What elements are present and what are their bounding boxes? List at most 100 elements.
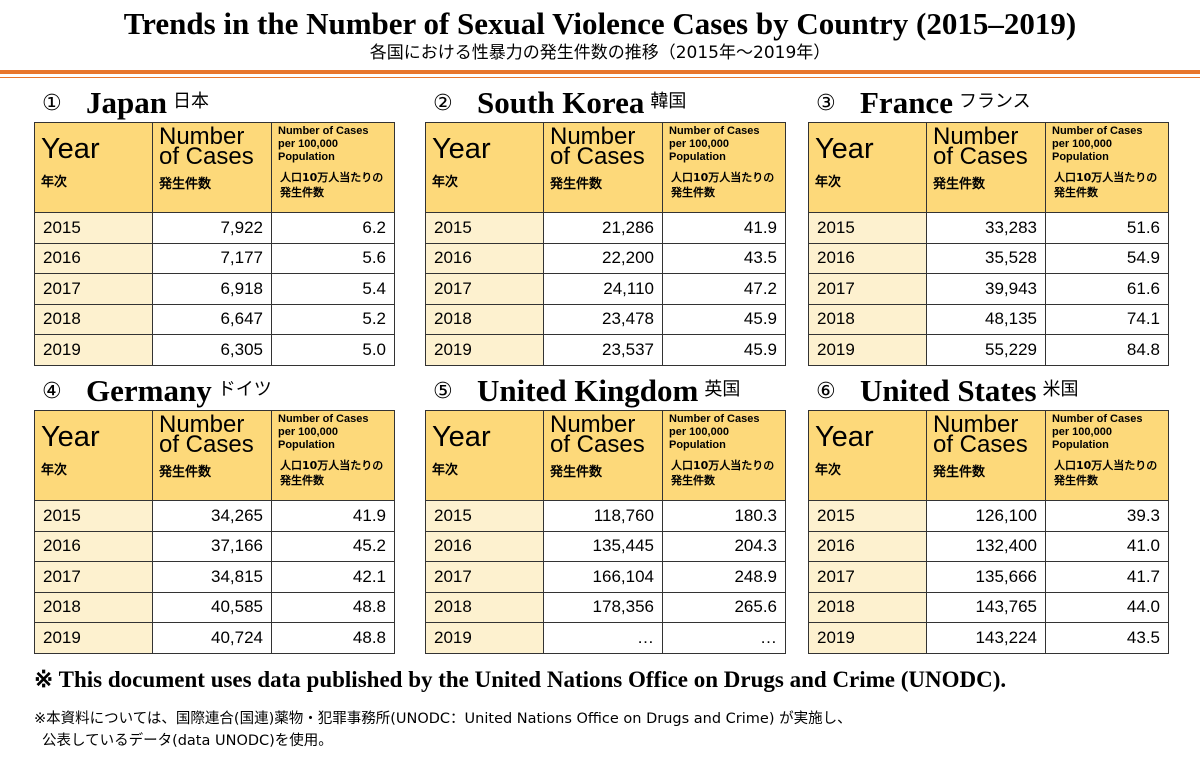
year-cell: 2017 [34,273,153,305]
table-row: 2015 118,760 180.3 [425,500,786,532]
country-table: Year 年次 Number of Cases 発生件数 Number of Cases… [34,122,395,366]
year-cell: 2018 [425,591,544,623]
year-cell: 2016 [425,242,544,274]
table-row: 2016 37,166 45.2 [34,530,395,562]
table-row: 2018 6,647 5.2 [34,303,395,335]
page-title: Trends in the Number of Sexual Violence … [123,6,1077,41]
country-heading: ② South Korea 韓国 [425,86,785,122]
year-cell: 2016 [34,530,153,562]
source-note-jp-line2: 公表しているデータ(data UNODC)を使用。 [42,733,333,749]
rate-cell: 47.2 [662,273,786,305]
year-cell: 2015 [34,212,153,244]
table-row: 2016 132,400 41.0 [808,530,1169,562]
header-year: Year 年次 [34,410,153,501]
table-row: 2019 40,724 48.8 [34,622,395,654]
rate-cell: 42.1 [271,561,395,593]
rate-cell: 48.8 [271,622,395,654]
country-table: Year 年次 Number of Cases 発生件数 Number of Cases… [425,410,786,654]
header-year: Year 年次 [34,122,153,213]
table-row: 2019…… [425,622,786,654]
rate-cell: 61.6 [1045,273,1169,305]
header-year-en: Year [432,133,491,165]
header-cases-en: Number of Cases [933,123,1028,170]
source-note-en: ※ This document uses data published by t… [34,667,1007,692]
table-row: 2015 126,100 39.3 [808,500,1169,532]
header-cases: Number of Cases 発生件数 [926,122,1046,213]
table-row: 2015 7,922 6.2 [34,212,395,244]
cases-cell: 166,104 [543,561,663,593]
country-number: ④ [42,379,62,404]
header-cases-en: Number of Cases [550,411,645,458]
cases-cell: 24,110 [543,273,663,305]
rate-cell: 44.0 [1045,591,1169,623]
country-name-jp: 英国 [704,379,741,400]
header-cases: Number of Cases 発生件数 [543,122,663,213]
year-cell: 2016 [34,242,153,274]
rate-cell: 43.5 [1045,622,1169,654]
header-year-jp: 年次 [432,175,459,190]
country-heading: ① Japan 日本 [34,85,394,122]
cases-cell: 6,647 [152,303,272,335]
country-number: ⑤ [433,379,453,404]
table-header: Year 年次 Number of Cases 発生件数 Number of Cases… [425,122,786,213]
header-rate: Number of Cases per 100,000 Population 人口… [1045,410,1169,501]
year-cell: 2018 [34,591,153,623]
header-cases-en: Number of Cases [159,123,254,170]
year-cell: 2019 [425,622,544,654]
header-year-jp: 年次 [815,175,842,190]
header-rate-en: Number of Cases per 100,000 Population [669,413,760,451]
table-row: 2018 48,135 74.1 [808,303,1169,335]
rate-cell: 5.2 [271,303,395,335]
country-heading: ⑥ United States 米国 [808,374,1168,410]
header-cases-en: Number of Cases [550,123,645,170]
header-rate-jp: 人口10万人当たりの発生件数 [280,171,384,199]
header-cases: Number of Cases 発生件数 [543,410,663,501]
country-table: Year 年次 Number of Cases 発生件数 Number of Cases… [808,122,1169,366]
source-note-jp: ※本資料については、国際連合(国連)薬物・犯罪事務所(UNODC：United … [34,708,1194,752]
header-cases-jp: 発生件数 [933,177,986,192]
header-rate-en: Number of Cases per 100,000 Population [669,125,760,163]
table-row: 2017 24,110 47.2 [425,273,786,305]
header-rate-en: Number of Cases per 100,000 Population [278,413,369,451]
year-cell: 2017 [808,561,927,593]
header-cases-en: Number of Cases [933,411,1028,458]
rate-cell: 41.0 [1045,530,1169,562]
cases-cell: 55,229 [926,334,1046,366]
cases-cell: … [543,622,663,654]
header-cases: Number of Cases 発生件数 [926,410,1046,501]
header-rate-jp: 人口10万人当たりの発生件数 [671,171,775,199]
year-cell: 2018 [808,303,927,335]
year-cell: 2018 [808,591,927,623]
cases-cell: 135,445 [543,530,663,562]
year-cell: 2019 [34,622,153,654]
year-cell: 2019 [808,334,927,366]
header-cases-en: Number of Cases [159,411,254,458]
header-rate-jp: 人口10万人当たりの発生件数 [280,459,384,487]
table-row: 2019 55,229 84.8 [808,334,1169,366]
table-row: 2017 135,666 41.7 [808,561,1169,593]
country-name: Japan [86,85,167,120]
country-number: ⑥ [816,379,836,404]
header-rate-jp: 人口10万人当たりの発生件数 [671,459,775,487]
header-rate-jp: 人口10万人当たりの発生件数 [1054,459,1158,487]
table-row: 2019 143,224 43.5 [808,622,1169,654]
cases-cell: 34,265 [152,500,272,532]
year-cell: 2015 [425,212,544,244]
header-year-jp: 年次 [41,463,68,478]
year-cell: 2016 [808,242,927,274]
table-row: 2015 33,283 51.6 [808,212,1169,244]
table-header: Year 年次 Number of Cases 発生件数 Number of Cases… [34,410,395,501]
header-cases-jp: 発生件数 [550,465,603,480]
country-number: ③ [816,91,836,116]
rate-cell: 74.1 [1045,303,1169,335]
rate-cell: … [662,622,786,654]
country-name: France [860,85,953,120]
year-cell: 2018 [425,303,544,335]
rate-cell: 41.9 [662,212,786,244]
cases-cell: 33,283 [926,212,1046,244]
rate-cell: 39.3 [1045,500,1169,532]
country-panel: ① Japan 日本 Year 年次 Number of Cases 発生件数 Number … [34,85,395,366]
header-year: Year 年次 [425,122,544,213]
header-year: Year 年次 [808,410,927,501]
cases-cell: 22,200 [543,242,663,274]
